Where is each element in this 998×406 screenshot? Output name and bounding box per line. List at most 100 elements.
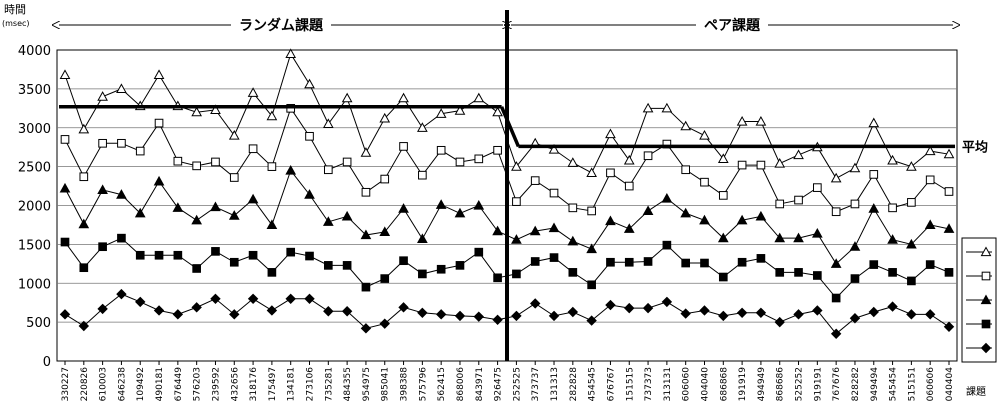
data-point — [417, 233, 428, 244]
data-point — [322, 216, 334, 226]
data-point — [474, 154, 484, 164]
data-point — [79, 263, 89, 273]
data-point — [323, 306, 334, 317]
x-tick-label: 490181 — [155, 367, 165, 401]
y-axis-unit: (msec) — [2, 19, 30, 28]
data-point — [493, 273, 502, 283]
x-tick-label: 926475 — [494, 367, 504, 401]
x-tick-label: 919191 — [813, 367, 823, 401]
data-point — [548, 222, 560, 233]
data-point — [79, 172, 89, 182]
data-point — [361, 282, 371, 292]
data-point — [849, 313, 861, 324]
data-point — [737, 257, 747, 267]
data-point — [436, 264, 446, 274]
x-tick-label: 131313 — [550, 367, 560, 401]
data-point — [924, 145, 936, 156]
y-tick-label: 2000 — [18, 200, 51, 215]
data-point — [849, 162, 861, 173]
data-point — [718, 310, 729, 322]
data-point — [906, 238, 917, 249]
data-point — [59, 69, 71, 79]
legend-item — [966, 319, 992, 329]
data-point — [736, 116, 748, 126]
data-point — [624, 181, 634, 191]
data-point — [868, 203, 880, 213]
data-point — [360, 147, 372, 157]
data-point — [717, 232, 729, 243]
data-point — [248, 250, 258, 260]
x-tick-label: 060606 — [926, 367, 936, 402]
x-tick-label: 318176 — [249, 367, 259, 402]
x-tick-label: 313131 — [663, 367, 673, 401]
data-point — [718, 272, 728, 282]
data-point — [567, 157, 579, 167]
x-tick-label: 828282 — [851, 367, 861, 401]
data-point — [717, 153, 729, 163]
data-point — [755, 307, 767, 319]
y-tick-label: 2500 — [18, 161, 51, 176]
x-tick-label: 610003 — [99, 367, 109, 401]
data-point — [567, 235, 579, 246]
x-axis: 330227 220826 610003 646238 109492 490181 6764… — [61, 361, 955, 401]
data-point — [172, 309, 184, 320]
x-tick-label: 686868 — [719, 367, 729, 402]
data-point — [304, 78, 315, 89]
data-point — [455, 261, 465, 270]
data-point — [775, 199, 785, 209]
data-point — [492, 225, 503, 236]
data-point — [906, 161, 917, 171]
data-point — [305, 131, 314, 141]
x-tick-label: 151515 — [625, 367, 635, 401]
data-point — [135, 250, 145, 260]
x-tick-label: 868006 — [456, 367, 466, 402]
data-point — [248, 144, 258, 154]
data-point — [211, 247, 220, 256]
x-tick-label: 191919 — [738, 367, 748, 402]
x-tick-label: 330227 — [61, 367, 71, 401]
data-point — [153, 69, 165, 79]
data-point — [812, 305, 823, 316]
data-point — [266, 110, 278, 121]
data-point — [623, 154, 635, 165]
data-point — [473, 199, 485, 210]
data-point — [925, 175, 935, 185]
data-point — [793, 149, 804, 160]
data-point — [492, 106, 503, 117]
data-point — [606, 168, 615, 178]
data-point — [117, 138, 126, 148]
data-point — [59, 182, 71, 193]
x-tick-label: 868686 — [776, 367, 786, 402]
y-tick-label: 1500 — [18, 238, 51, 253]
data-point — [643, 257, 653, 266]
data-point — [153, 175, 165, 186]
data-point — [398, 92, 409, 103]
x-tick-label: 606060 — [682, 367, 692, 402]
data-point — [662, 240, 672, 250]
data-point — [774, 316, 785, 328]
data-point — [116, 83, 127, 93]
x-tick-label: 949494 — [870, 367, 880, 402]
data-point — [473, 311, 484, 322]
data-point — [587, 206, 596, 216]
average-connector — [499, 106, 521, 148]
data-point — [774, 157, 786, 168]
data-point — [59, 309, 71, 320]
legend-item — [966, 294, 992, 305]
data-point — [869, 260, 879, 269]
data-point — [266, 305, 278, 316]
data-point — [229, 173, 239, 182]
data-point — [135, 296, 146, 308]
x-tick-label: 737373 — [644, 367, 654, 401]
data-point — [529, 225, 541, 236]
data-point — [887, 234, 898, 244]
data-point — [60, 237, 70, 247]
x-tick-label: 109492 — [136, 367, 146, 401]
data-point — [361, 187, 371, 197]
data-point — [642, 302, 654, 314]
x-tick-label: 220826 — [80, 367, 90, 402]
data-point — [605, 215, 616, 226]
data-point — [78, 123, 90, 134]
data-point — [511, 310, 522, 322]
